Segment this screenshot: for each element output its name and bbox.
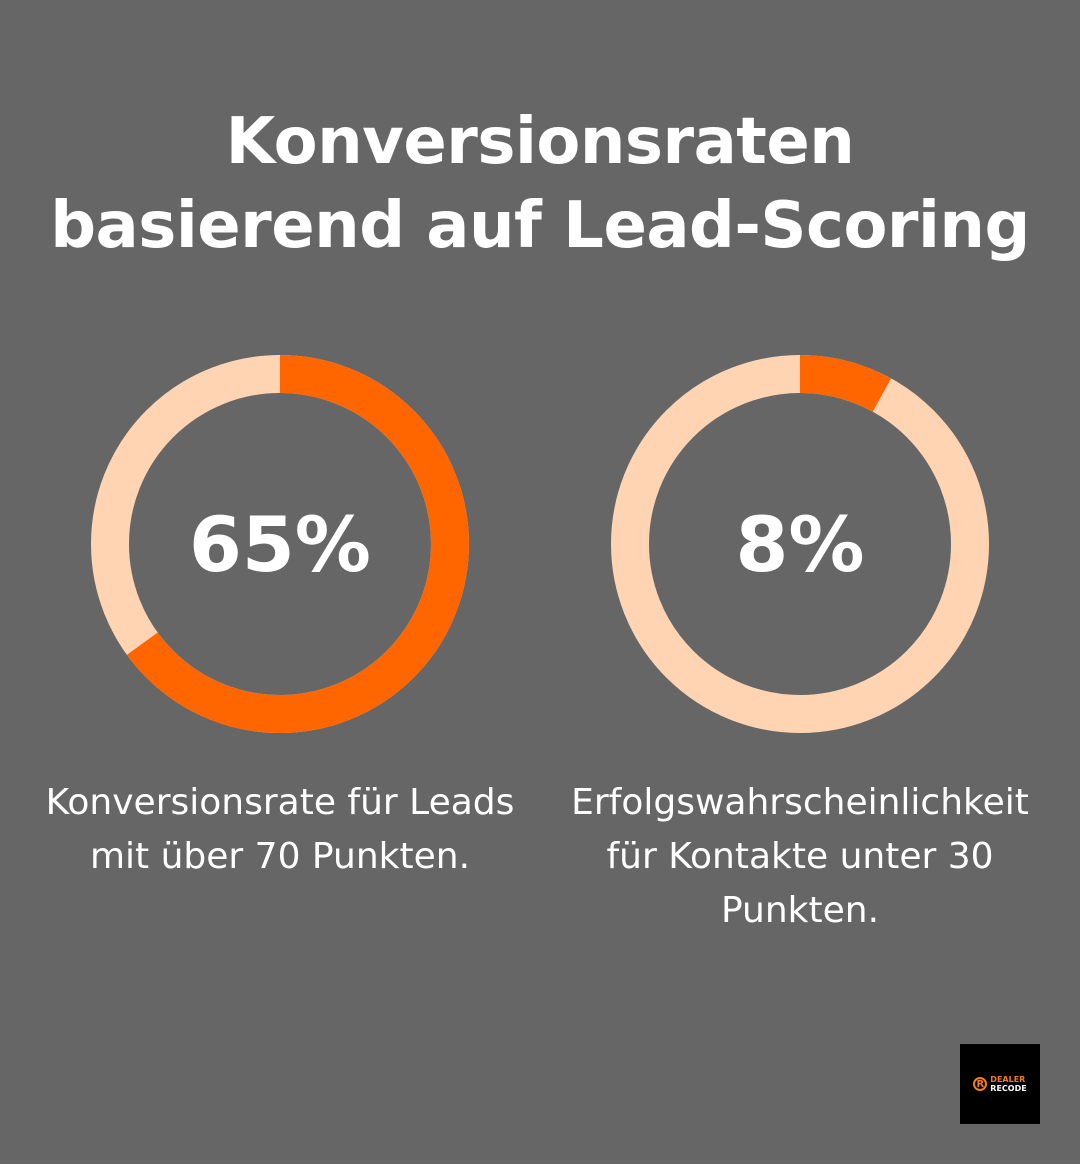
donut-value-label-2: 8%: [735, 499, 865, 589]
donut-caption-2: Erfolgswahrscheinlichkeit für Kontakte u…: [571, 782, 1029, 931]
donut-svg-1: [91, 355, 469, 733]
dealer-recode-logo: R DEALER RECODE: [960, 1044, 1040, 1124]
title-line-2: basierend auf Lead-Scoring: [50, 189, 1030, 263]
title-line-1: Konversionsraten: [225, 105, 855, 179]
donut-chart-1: 65%: [91, 355, 469, 733]
donut-caption-1: Konversionsrate für Leads mit über 70 Pu…: [45, 782, 515, 877]
logo-mark-icon: R: [973, 1077, 988, 1091]
logo-line-1: DEALER: [990, 1075, 1026, 1084]
donut-value-segment: [91, 355, 469, 733]
chart-title: Konversionsraten basierend auf Lead-Scor…: [0, 100, 1080, 268]
donut-value-label-1: 65%: [189, 499, 371, 589]
donut-svg-2: [611, 355, 989, 733]
logo-line-2: RECODE: [990, 1084, 1027, 1093]
donut-chart-2: 8%: [611, 355, 989, 733]
donut-value-segment: [611, 355, 989, 733]
